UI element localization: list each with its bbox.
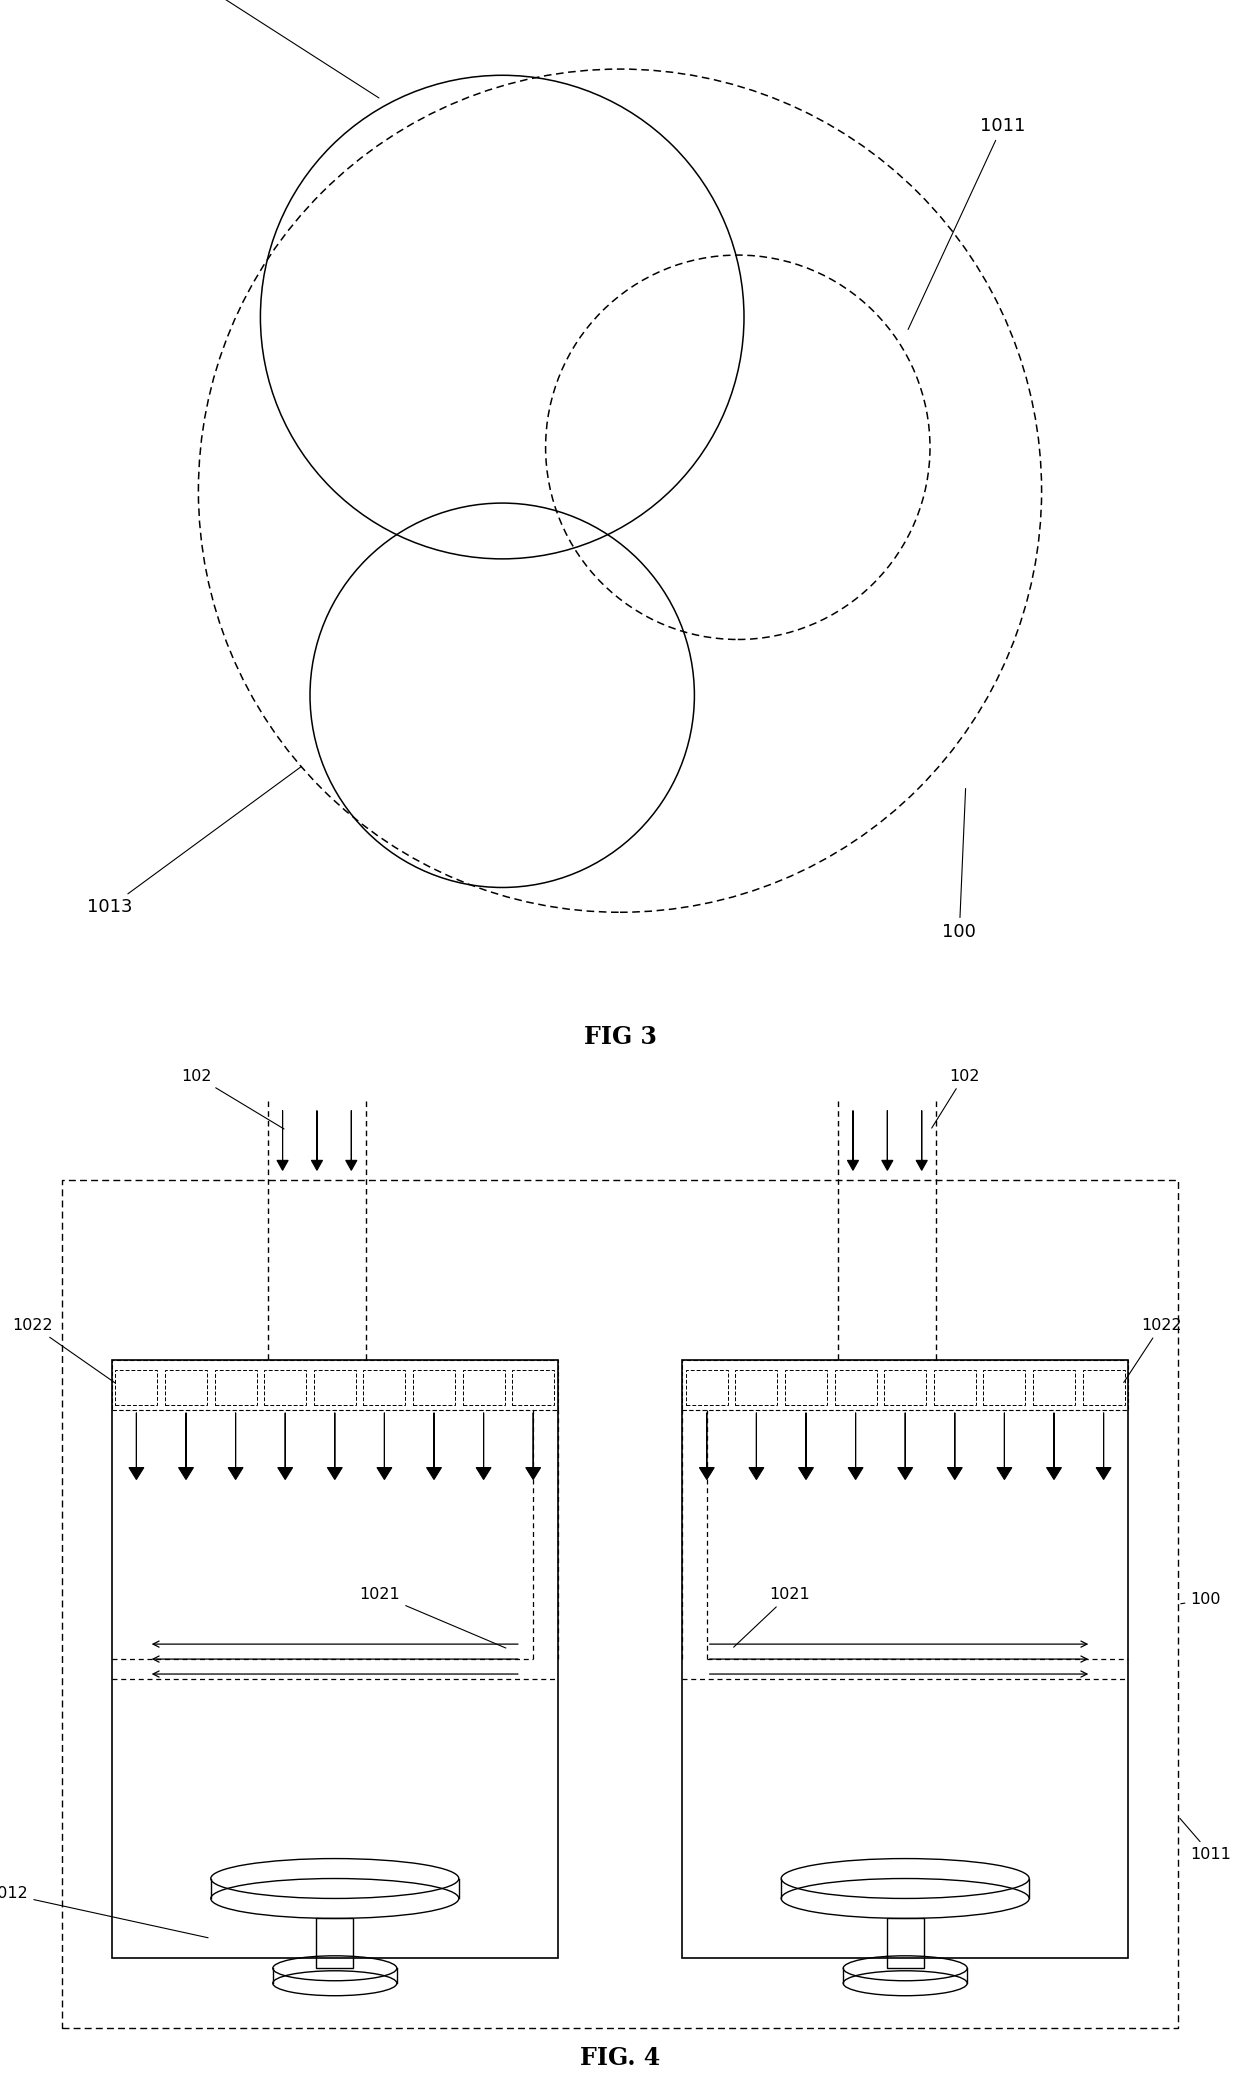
Bar xyxy=(682,1359,1128,1957)
Text: 1012: 1012 xyxy=(149,0,379,98)
Text: 1013: 1013 xyxy=(87,767,301,916)
Bar xyxy=(215,1369,257,1405)
Bar xyxy=(413,1369,455,1405)
Text: 1011: 1011 xyxy=(1179,1818,1231,1862)
Bar xyxy=(512,1369,554,1405)
FancyArrow shape xyxy=(997,1413,1012,1480)
Text: 1021: 1021 xyxy=(360,1588,506,1648)
FancyArrow shape xyxy=(346,1110,357,1170)
FancyArrow shape xyxy=(699,1413,714,1480)
FancyArrow shape xyxy=(526,1413,541,1480)
Bar xyxy=(165,1369,207,1405)
Bar xyxy=(1033,1369,1075,1405)
Text: 102: 102 xyxy=(181,1068,284,1128)
Text: 1021: 1021 xyxy=(734,1588,810,1648)
FancyArrow shape xyxy=(1096,1413,1111,1480)
Bar xyxy=(112,1359,558,1409)
Bar xyxy=(983,1369,1025,1405)
FancyArrow shape xyxy=(898,1413,913,1480)
Bar xyxy=(112,1359,558,1957)
Text: 1012: 1012 xyxy=(0,1887,208,1939)
Bar xyxy=(316,1918,353,1968)
Bar xyxy=(785,1369,827,1405)
Bar xyxy=(115,1369,157,1405)
FancyArrow shape xyxy=(947,1413,962,1480)
FancyArrow shape xyxy=(377,1413,392,1480)
FancyArrow shape xyxy=(327,1413,342,1480)
Text: 100: 100 xyxy=(1180,1592,1221,1606)
Text: 100: 100 xyxy=(942,788,976,941)
Bar xyxy=(264,1369,306,1405)
Bar xyxy=(887,1918,924,1968)
FancyArrow shape xyxy=(129,1413,144,1480)
Text: FIG. 4: FIG. 4 xyxy=(580,2047,660,2070)
FancyArrow shape xyxy=(427,1413,441,1480)
FancyArrow shape xyxy=(277,1110,288,1170)
FancyArrow shape xyxy=(749,1413,764,1480)
FancyArrow shape xyxy=(799,1413,813,1480)
FancyArrow shape xyxy=(228,1413,243,1480)
Bar xyxy=(1083,1369,1125,1405)
Bar xyxy=(884,1369,926,1405)
Bar xyxy=(62,1180,1178,2028)
Bar xyxy=(463,1369,505,1405)
Text: FIG 3: FIG 3 xyxy=(584,1024,656,1049)
Text: 1022: 1022 xyxy=(12,1317,115,1384)
FancyArrow shape xyxy=(848,1413,863,1480)
Bar xyxy=(686,1369,728,1405)
FancyArrow shape xyxy=(179,1413,193,1480)
Bar xyxy=(735,1369,777,1405)
FancyArrow shape xyxy=(1047,1413,1061,1480)
Text: 1011: 1011 xyxy=(908,116,1025,330)
FancyArrow shape xyxy=(916,1110,928,1170)
FancyArrow shape xyxy=(311,1110,322,1170)
FancyArrow shape xyxy=(882,1110,893,1170)
Bar xyxy=(314,1369,356,1405)
FancyArrow shape xyxy=(847,1110,858,1170)
FancyArrow shape xyxy=(476,1413,491,1480)
Bar xyxy=(363,1369,405,1405)
FancyArrow shape xyxy=(278,1413,293,1480)
Bar xyxy=(934,1369,976,1405)
Text: 1022: 1022 xyxy=(1123,1317,1182,1382)
Bar xyxy=(835,1369,877,1405)
Bar xyxy=(682,1359,1128,1409)
Text: 102: 102 xyxy=(931,1068,980,1128)
